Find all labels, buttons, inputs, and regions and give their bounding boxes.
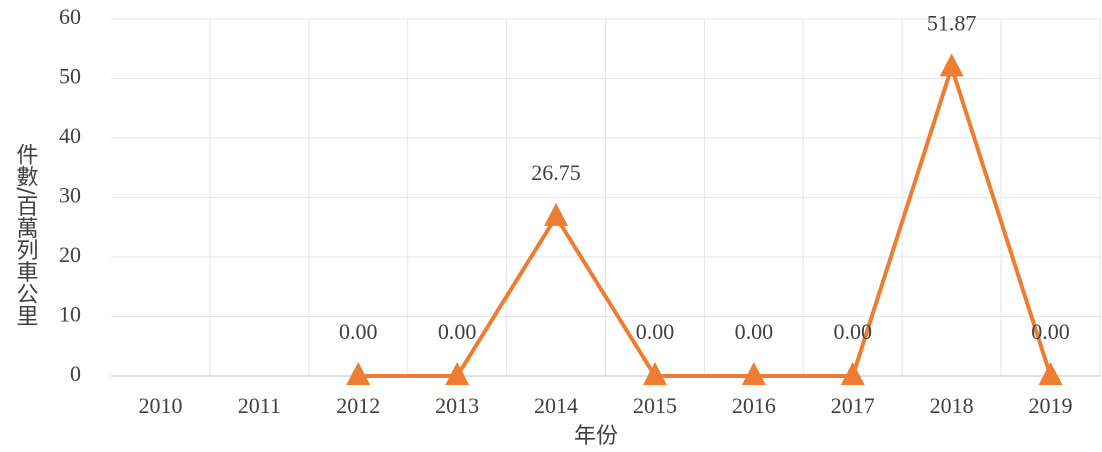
data-label: 0.00	[735, 319, 774, 344]
data-label: 0.00	[834, 319, 873, 344]
x-tick-label: 2016	[732, 393, 776, 418]
x-tick-label: 2018	[930, 393, 974, 418]
y-tick-label: 10	[59, 302, 81, 327]
y-tick-label: 40	[59, 123, 81, 148]
data-label: 0.00	[339, 319, 378, 344]
y-tick-label: 60	[59, 4, 81, 29]
marker	[840, 362, 865, 385]
y-tick-label: 20	[59, 242, 81, 267]
y-tick-label: 30	[59, 183, 81, 208]
x-tick-label: 2019	[1029, 393, 1073, 418]
y-tick-label: 50	[59, 64, 81, 89]
data-label: 51.87	[927, 10, 977, 35]
x-tick-label: 2012	[336, 393, 380, 418]
marker	[939, 53, 964, 77]
x-tick-label: 2011	[238, 393, 281, 418]
line	[358, 60, 1053, 378]
x-tick-label: 2017	[831, 393, 875, 418]
x-axis-label: 年份	[574, 424, 618, 449]
marker	[1038, 362, 1063, 385]
x-tick-label: 2013	[435, 393, 479, 418]
data-label: 0.00	[636, 319, 675, 344]
x-tick-label: 2015	[633, 393, 677, 418]
marker	[642, 362, 667, 385]
x-tick-label: 2014	[534, 393, 578, 418]
y-axis-label: 件數/百萬列車公里	[13, 143, 39, 326]
marker	[544, 202, 569, 226]
data-label: 26.75	[531, 160, 581, 185]
data-label: 0.00	[438, 319, 477, 344]
data-label: 0.00	[1031, 319, 1070, 344]
marker	[346, 362, 371, 385]
y-tick-label: 0	[70, 361, 81, 386]
x-tick-label: 2010	[138, 393, 182, 418]
marker	[445, 362, 470, 385]
marker	[741, 362, 766, 385]
